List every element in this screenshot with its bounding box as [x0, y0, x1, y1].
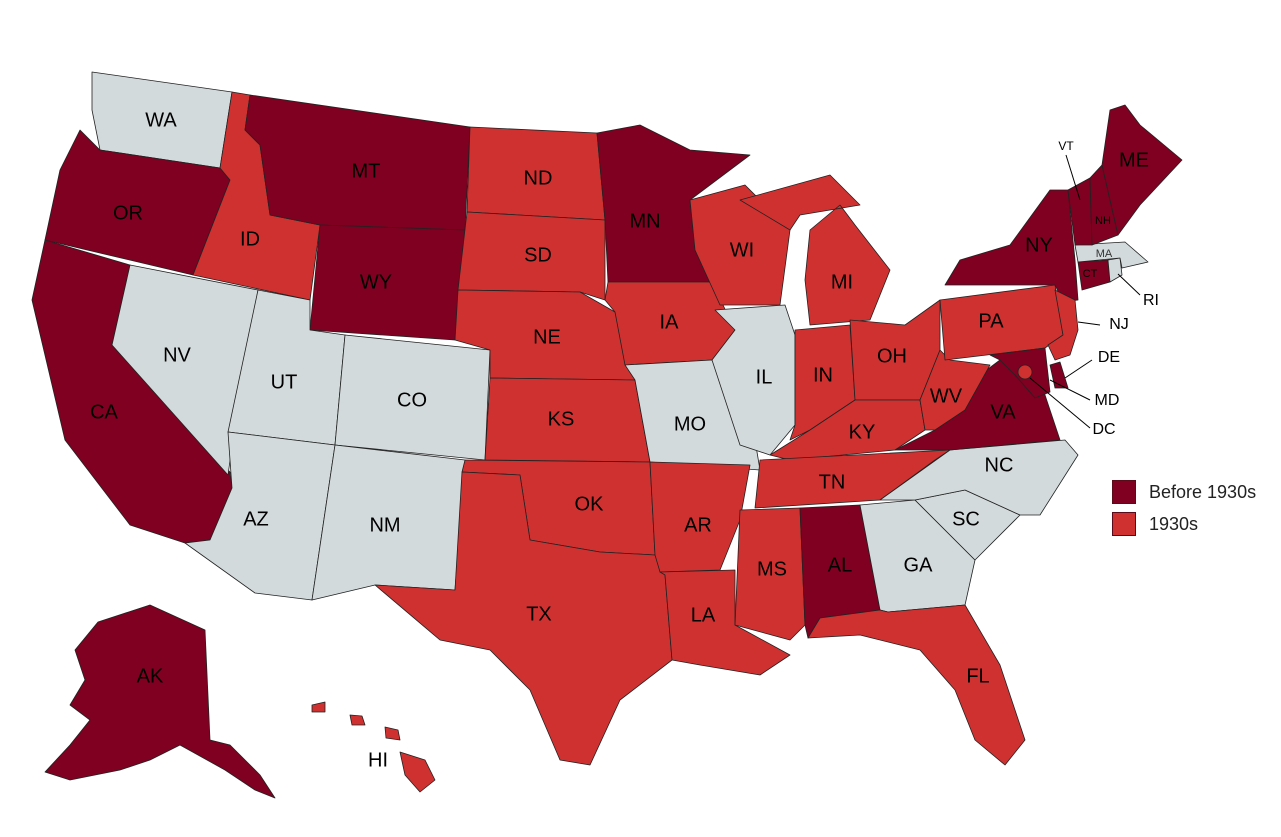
label-ny: NY: [1025, 234, 1053, 256]
label-mi: MI: [831, 271, 853, 293]
state-ms: [734, 507, 806, 641]
state-ak: [44, 604, 276, 799]
label-wi: WI: [730, 239, 754, 261]
state-labels: WA OR CA ID NV MT WY UT AZ CO NM ND SD N…: [90, 109, 1159, 771]
label-ms: MS: [757, 558, 787, 580]
state-me: [1101, 104, 1183, 236]
label-sc: SC: [952, 508, 980, 530]
label-ia: IA: [660, 311, 680, 333]
state-fl: [807, 604, 1026, 766]
legend-label-before-1930s: Before 1930s: [1149, 481, 1257, 502]
state-tx: [374, 471, 673, 766]
state-la: [659, 569, 791, 676]
label-mo: MO: [674, 413, 706, 435]
states-layer: [31, 71, 1183, 799]
label-al: AL: [828, 554, 852, 576]
label-hi: HI: [368, 749, 388, 771]
label-nd: ND: [524, 167, 553, 189]
leader-line-md: [1049, 379, 1091, 401]
state-nj: [1047, 289, 1079, 361]
label-or: OR: [113, 202, 143, 224]
state-ma: [1074, 241, 1149, 269]
label-ri: RI: [1143, 292, 1159, 309]
label-id: ID: [240, 228, 260, 250]
label-oh: OH: [877, 345, 907, 367]
label-nh: NH: [1095, 215, 1111, 227]
map-legend: Before 1930s 1930s: [1112, 478, 1277, 542]
state-hi: [311, 701, 436, 793]
state-nc: [879, 439, 1079, 516]
label-ks: KS: [548, 408, 575, 430]
leader-line-vt: [1065, 154, 1081, 201]
label-in: IN: [813, 364, 833, 386]
legend-label-1930s: 1930s: [1149, 513, 1199, 534]
leader-line-de: [1064, 359, 1093, 379]
label-va: VA: [990, 401, 1016, 423]
label-ut: UT: [271, 371, 298, 393]
state-sd: [457, 211, 606, 301]
label-wa: WA: [145, 109, 177, 131]
label-md: MD: [1095, 392, 1120, 409]
label-ct: CT: [1083, 268, 1098, 280]
label-la: LA: [691, 604, 716, 626]
dc-marker: [1017, 364, 1033, 380]
label-ca: CA: [90, 401, 118, 423]
label-de: DE: [1098, 349, 1120, 366]
label-ar: AR: [684, 514, 712, 536]
label-tn: TN: [819, 471, 846, 493]
label-dc: DC: [1092, 421, 1115, 438]
legend-swatch-before-1930s: [1112, 480, 1136, 504]
label-ok: OK: [575, 493, 605, 515]
label-az: AZ: [243, 508, 269, 530]
legend-item-1930s: 1930s: [1112, 510, 1277, 538]
state-de: [1049, 361, 1069, 389]
label-nv: NV: [163, 344, 191, 366]
leader-line-nj: [1077, 321, 1101, 326]
label-pa: PA: [978, 310, 1004, 332]
label-ak: AK: [137, 665, 164, 687]
leader-line-ri: [1117, 273, 1141, 296]
label-leader-lines: [1029, 154, 1141, 429]
label-tx: TX: [526, 603, 552, 625]
label-co: CO: [397, 389, 427, 411]
label-vt: VT: [1058, 139, 1074, 153]
label-ga: GA: [904, 554, 934, 576]
label-sd: SD: [524, 244, 552, 266]
legend-item-before-1930s: Before 1930s: [1112, 478, 1277, 506]
label-nc: NC: [985, 454, 1014, 476]
leader-line-dc: [1029, 377, 1091, 429]
label-ma: MA: [1096, 248, 1113, 260]
state-mi: [739, 174, 891, 326]
label-mt: MT: [352, 160, 381, 182]
label-fl: FL: [966, 665, 989, 687]
label-il: IL: [756, 366, 773, 388]
state-ny: [944, 189, 1079, 303]
label-wy: WY: [360, 271, 392, 293]
label-mn: MN: [629, 210, 660, 232]
label-nm: NM: [369, 514, 400, 536]
label-ne: NE: [533, 326, 561, 348]
legend-swatch-1930s: [1112, 512, 1136, 536]
label-ky: KY: [849, 421, 876, 443]
state-ri: [1107, 257, 1123, 283]
label-wv: WV: [930, 385, 963, 407]
label-nj: NJ: [1109, 316, 1129, 333]
state-wv: [919, 349, 991, 431]
label-me: ME: [1119, 149, 1149, 171]
